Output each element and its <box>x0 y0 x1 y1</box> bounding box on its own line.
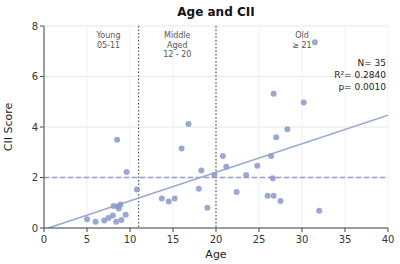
group-label-line: Young <box>96 31 121 40</box>
x-grid-line <box>130 26 131 228</box>
x-tick-label: 20 <box>210 234 223 245</box>
group-label-line: Old <box>295 31 309 40</box>
x-grid-line <box>345 26 346 228</box>
scatter-point <box>278 198 284 204</box>
grid <box>40 26 388 232</box>
scatter-point <box>265 193 271 199</box>
scatter-point <box>166 198 172 204</box>
x-tick <box>259 228 260 232</box>
scatter-point <box>198 167 204 173</box>
chart: 024680510152025303540Young05-11MiddleAge… <box>0 0 400 264</box>
scatter-point <box>243 172 249 178</box>
scatter-point <box>185 121 191 127</box>
y-tick-label: 8 <box>32 21 38 32</box>
scatter-point <box>93 219 99 225</box>
x-grid-line <box>388 26 389 228</box>
x-tick-label: 35 <box>339 234 352 245</box>
scatter-point <box>118 202 124 208</box>
scatter-point <box>84 216 90 222</box>
scatter-point <box>254 163 260 169</box>
group-label: Old≥ 21 <box>292 31 311 50</box>
scatter-point <box>273 134 279 140</box>
scatter-point <box>312 39 318 45</box>
scatter-point <box>223 164 229 170</box>
y-tick-label: 2 <box>32 172 38 183</box>
scatter-point <box>220 153 226 159</box>
scatter-point <box>211 172 217 178</box>
scatter-point <box>234 189 240 195</box>
group-label-line: Middle <box>164 31 191 40</box>
x-tick <box>44 228 45 232</box>
y-tick <box>40 76 44 77</box>
x-axis-label: Age <box>205 248 227 261</box>
group-label-line: 05-11 <box>97 41 120 50</box>
x-tick-label: 25 <box>253 234 266 245</box>
x-tick-label: 5 <box>84 234 90 245</box>
y-grid-line <box>44 228 388 229</box>
scatter-point <box>134 187 140 193</box>
x-tick-label: 40 <box>382 234 395 245</box>
x-tick <box>302 228 303 232</box>
y-tick-label: 4 <box>32 122 38 133</box>
scatter-point <box>110 212 116 218</box>
x-axis-line <box>44 228 388 229</box>
scatter-point <box>114 137 120 143</box>
scatter-point <box>270 175 276 181</box>
group-label-line: ≥ 21 <box>292 41 311 50</box>
stat-text: N= 35 <box>357 58 386 68</box>
x-tick <box>173 228 174 232</box>
scatter-point <box>123 212 129 218</box>
scatter-point <box>268 153 274 159</box>
x-tick <box>87 228 88 232</box>
scatter-point <box>172 195 178 201</box>
x-tick <box>388 228 389 232</box>
y-axis-line <box>44 26 45 228</box>
y-tick <box>40 127 44 128</box>
y-tick <box>40 26 44 27</box>
plot-area <box>44 26 388 228</box>
scatter-point <box>196 186 202 192</box>
x-tick <box>345 228 346 232</box>
regression-line <box>44 115 388 228</box>
group-label-line: 12 - 20 <box>163 50 191 59</box>
x-grid-line <box>87 26 88 228</box>
y-tick <box>40 177 44 178</box>
x-tick <box>130 228 131 232</box>
scatter-point <box>159 195 165 201</box>
x-grid-line <box>302 26 303 228</box>
x-grid-line <box>259 26 260 228</box>
scatter-point <box>204 205 210 211</box>
scatter-point <box>316 208 322 214</box>
title: Age and CII <box>177 5 254 19</box>
scatter-point <box>301 100 307 106</box>
stat-text: p= 0.0010 <box>338 82 386 92</box>
y-axis-label: CII Score <box>2 103 15 152</box>
group-label-line: Aged <box>167 41 188 50</box>
stat-text: R²= 0.2840 <box>334 70 386 80</box>
scatter-point <box>271 91 277 97</box>
x-tick-label: 0 <box>41 234 47 245</box>
group-label: Young05-11 <box>96 31 121 50</box>
y-tick <box>40 228 44 229</box>
x-grid-line <box>44 26 45 228</box>
y-tick-label: 0 <box>32 223 38 234</box>
x-tick-label: 10 <box>124 234 137 245</box>
scatter-point <box>124 169 130 175</box>
group-label: MiddleAged12 - 20 <box>163 31 191 59</box>
scatter-point <box>284 126 290 132</box>
vertical-reference-line <box>215 26 216 228</box>
x-grid-line <box>216 26 217 228</box>
scatter-point <box>118 217 124 223</box>
x-tick-label: 15 <box>167 234 180 245</box>
y-tick-label: 6 <box>32 71 38 82</box>
scatter-point <box>113 219 119 225</box>
scatter-point <box>271 193 277 199</box>
scatter-point <box>179 145 185 151</box>
x-tick-label: 30 <box>296 234 309 245</box>
x-tick <box>216 228 217 232</box>
